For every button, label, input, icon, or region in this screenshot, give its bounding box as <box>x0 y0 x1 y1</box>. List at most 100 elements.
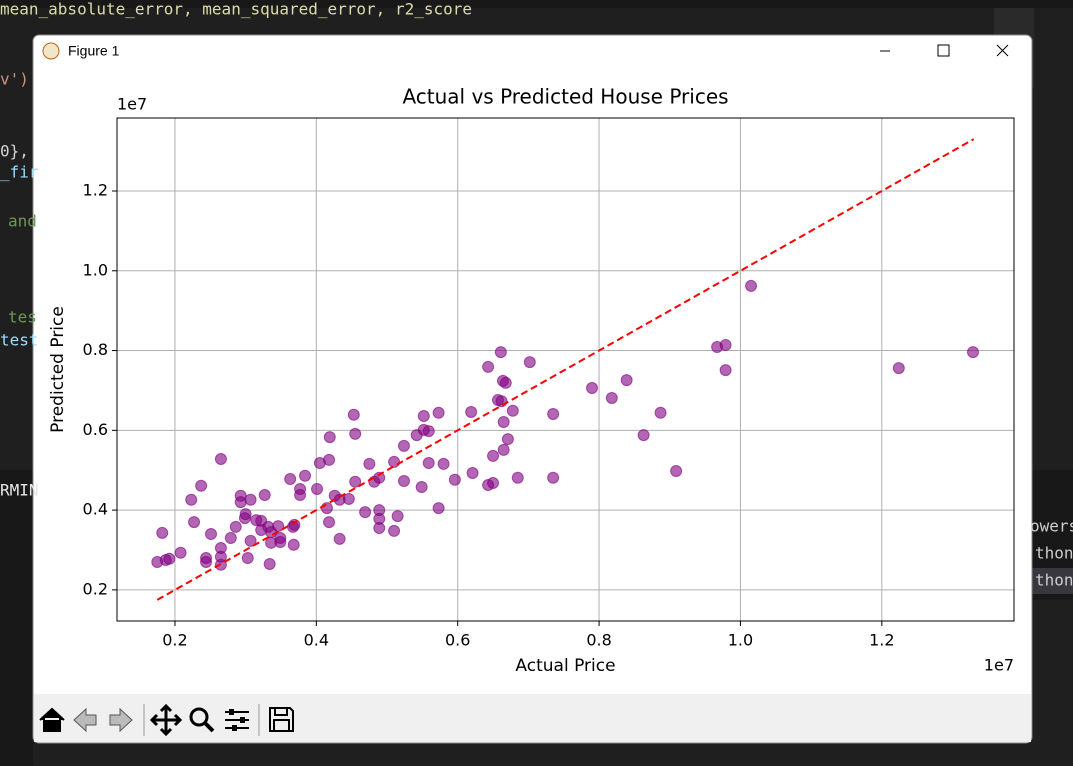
y-axis-label: Predicted Price <box>48 306 68 433</box>
pan-button[interactable] <box>149 703 183 737</box>
slider-knob <box>240 717 245 723</box>
scatter-point <box>670 465 683 478</box>
scatter-point <box>497 415 510 428</box>
y-tick-label: 1.0 <box>83 260 108 279</box>
x-offset-label: 1e7 <box>984 656 1014 675</box>
scatter-point <box>437 457 450 470</box>
scatter-point <box>349 475 362 488</box>
back-button[interactable] <box>73 707 97 733</box>
scatter-point <box>299 469 312 482</box>
editor-text: v') <box>0 70 29 89</box>
maximize-button[interactable] <box>937 44 950 57</box>
scatter-point <box>547 407 560 420</box>
scatter-point <box>745 279 758 292</box>
scatter-point <box>214 453 227 466</box>
scatter-point <box>205 528 218 541</box>
scatter-point <box>244 493 257 506</box>
scatter-point <box>494 346 507 359</box>
forward-button[interactable] <box>109 707 133 733</box>
scatter-point <box>719 338 732 351</box>
scatter-point <box>258 488 271 501</box>
scatter-point <box>333 532 346 545</box>
scatter-point <box>501 433 514 446</box>
save-button[interactable] <box>269 707 294 732</box>
window-title: Figure 1 <box>68 43 120 59</box>
scatter-point <box>465 405 478 418</box>
scatter-point <box>620 374 633 387</box>
editor-text: thon <box>1035 544 1073 563</box>
x-tick-label: 0.8 <box>586 631 611 650</box>
y-tick-label: 0.8 <box>83 340 108 359</box>
scatter-point <box>156 526 169 539</box>
scatter-point <box>272 520 285 533</box>
x-tick-label: 1.2 <box>869 631 894 650</box>
scatter-point <box>605 392 618 405</box>
scatter-point <box>263 557 276 570</box>
y-tick-label: 1.2 <box>83 180 108 199</box>
scatter-point <box>499 376 512 389</box>
scatter-point <box>229 520 242 533</box>
scatter-point <box>239 508 252 521</box>
scatter-point <box>967 346 980 359</box>
reference-line <box>156 138 975 601</box>
scatter-point <box>323 431 336 444</box>
x-axis-label: Actual Price <box>515 656 615 676</box>
scatter-point <box>185 493 198 506</box>
scatter-point <box>511 471 524 484</box>
scatter-point <box>342 492 355 505</box>
editor-text: owersh <box>1030 517 1073 536</box>
scatter-point <box>654 406 667 419</box>
scatter-point <box>274 536 287 549</box>
scatter-point <box>892 362 905 375</box>
scatter-point <box>448 473 461 486</box>
editor-text: test <box>0 331 39 350</box>
scatter-point <box>719 364 732 377</box>
chart-title: Actual vs Predicted House Prices <box>402 85 728 109</box>
scatter-point <box>397 439 410 452</box>
scatter-point <box>311 482 324 495</box>
editor-text: and <box>8 212 37 231</box>
x-tick-label: 0.2 <box>162 631 187 650</box>
scatter-point <box>487 449 500 462</box>
scatter-point <box>347 408 360 421</box>
scatter-point <box>506 404 519 417</box>
panel-bg <box>0 470 33 766</box>
x-tick-label: 0.4 <box>304 631 329 650</box>
scatter-point <box>422 457 435 470</box>
scatter-point <box>244 534 257 547</box>
scatter-point <box>417 409 430 422</box>
scatter-point <box>349 427 362 440</box>
scatter-point <box>294 488 307 501</box>
scatter-point <box>234 496 247 509</box>
editor-text: 0}, <box>0 142 29 161</box>
scatter-point <box>373 522 386 535</box>
scatter-point <box>547 471 560 484</box>
scatter-point <box>391 510 404 523</box>
scatter-point <box>495 395 508 408</box>
slider-knob <box>229 709 234 715</box>
scatter-point <box>224 532 237 545</box>
zoom-handle <box>203 721 215 733</box>
zoom-button[interactable] <box>189 707 209 727</box>
editor-text: RMIN <box>0 481 39 500</box>
scatter-point <box>388 524 401 537</box>
x-tick-label: 1.0 <box>728 631 753 650</box>
scatter-point <box>432 406 445 419</box>
scatter-point <box>323 516 336 529</box>
y-tick-label: 0.4 <box>83 500 108 519</box>
scatter-point <box>241 551 254 564</box>
scatter-point <box>320 502 333 515</box>
scatter-point <box>432 502 445 515</box>
x-tick-label: 0.6 <box>445 631 470 650</box>
editor-text: thon <box>1035 571 1073 590</box>
home-button[interactable] <box>39 707 65 732</box>
y-tick-label: 0.6 <box>83 420 108 439</box>
scatter-point <box>323 453 336 466</box>
scatter-point <box>195 479 208 492</box>
scatter-point <box>284 472 297 485</box>
close-button[interactable] <box>996 44 1009 57</box>
scatter-point <box>287 538 300 551</box>
scatter-point <box>422 425 435 438</box>
scatter-point <box>200 555 213 568</box>
